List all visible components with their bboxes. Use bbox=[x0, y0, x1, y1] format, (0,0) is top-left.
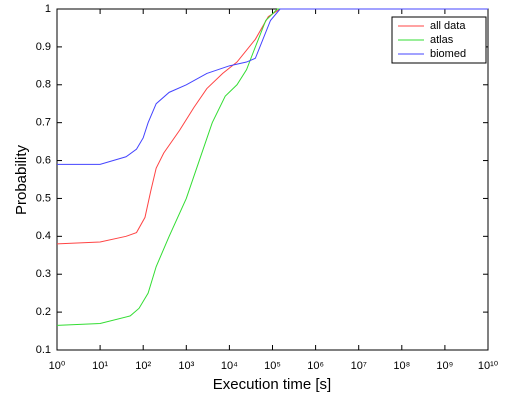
y-tick-label: 0.8 bbox=[36, 79, 51, 91]
y-tick-label: 0.3 bbox=[36, 268, 51, 280]
x-tick-label: 10¹ bbox=[92, 360, 108, 372]
x-tick-label: 10⁰ bbox=[49, 360, 66, 372]
legend-label: biomed bbox=[430, 48, 466, 60]
series-line bbox=[56, 8, 488, 245]
legend-label: atlas bbox=[430, 34, 454, 46]
plot-frame bbox=[56, 8, 489, 351]
y-tick-label: 0.7 bbox=[36, 117, 51, 129]
series-line bbox=[56, 8, 488, 326]
y-tick-label: 0.4 bbox=[36, 230, 51, 242]
x-tick-label: 10⁵ bbox=[264, 360, 281, 372]
x-tick-label: 10⁷ bbox=[351, 360, 367, 372]
x-axis-title: Execution time [s] bbox=[213, 376, 331, 393]
y-tick-label: 1 bbox=[45, 3, 51, 15]
x-tick-label: 10³ bbox=[178, 360, 194, 372]
legend-label: all data bbox=[430, 20, 466, 32]
y-axis-title: Probability bbox=[13, 144, 30, 215]
y-tick-label: 0.5 bbox=[36, 192, 51, 204]
x-tick-label: 10⁹ bbox=[436, 360, 453, 372]
y-tick-label: 0.6 bbox=[36, 154, 51, 166]
x-tick-label: 10⁴ bbox=[221, 360, 238, 372]
y-tick-label: 0.2 bbox=[36, 306, 51, 318]
x-tick-label: 10² bbox=[135, 360, 151, 372]
x-tick-label: 10⁸ bbox=[393, 360, 410, 372]
x-tick-label: 10⁶ bbox=[307, 360, 324, 372]
y-tick-label: 0.1 bbox=[36, 344, 51, 356]
y-tick-label: 0.9 bbox=[36, 41, 51, 53]
x-tick-label: 10¹⁰ bbox=[478, 360, 499, 372]
series-line bbox=[57, 8, 488, 165]
